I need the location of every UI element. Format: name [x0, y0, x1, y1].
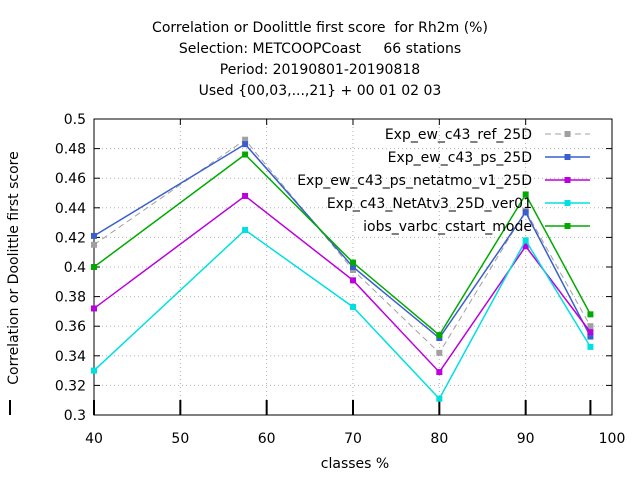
y-tick-label: 0.4 [64, 260, 86, 276]
legend-marker [564, 177, 571, 183]
data-point [522, 191, 529, 198]
y-tick-label: 0.32 [55, 378, 86, 394]
y-tick-label: 0.44 [55, 201, 86, 217]
y-tick-label: 0.38 [55, 290, 86, 306]
series-line-3 [93, 195, 592, 374]
data-point [436, 332, 443, 339]
series-line-4 [93, 229, 592, 400]
legend-label: Exp_c43_NetAtv3_25D_ver01 [327, 196, 532, 212]
data-point [242, 192, 249, 199]
y-tick-label: 0.36 [55, 319, 86, 335]
data-point [242, 141, 249, 148]
data-point [522, 237, 529, 244]
data-point [242, 151, 249, 158]
series-line-1 [93, 139, 591, 354]
data-point [91, 232, 97, 239]
series-line-5 [93, 153, 592, 337]
y-tick-label: 0.48 [55, 142, 86, 158]
y-axis-label: Correlation or Doolittle first score [6, 151, 22, 385]
x-tick-label: 70 [344, 431, 362, 447]
data-point [350, 303, 356, 310]
data-point [436, 349, 443, 356]
legend-marker [564, 154, 571, 160]
x-tick-label: 100 [599, 431, 626, 447]
x-tick-label: 80 [430, 431, 448, 447]
data-point [436, 369, 443, 376]
x-axis-label: classes % [320, 456, 390, 472]
legend-marker [564, 200, 571, 206]
series-line-2 [93, 143, 592, 340]
x-tick-label: 60 [258, 431, 276, 447]
data-point [522, 209, 529, 216]
x-tick-label: 50 [171, 431, 189, 447]
data-point [587, 329, 594, 336]
legend-label: Exp_ew_c43_ps_25D [388, 150, 532, 166]
data-point [91, 264, 97, 270]
data-point [242, 136, 249, 143]
data-point [91, 305, 97, 312]
data-point [522, 243, 529, 250]
legend-label: Exp_ew_c43_ref_25D [385, 127, 532, 143]
data-point [587, 323, 594, 330]
data-point [587, 343, 594, 350]
data-point [587, 333, 594, 340]
data-point [350, 259, 356, 266]
chart-title-line-4: Used {00,03,...,21} + 00 01 02 03 [198, 83, 442, 99]
legend-label: iobs_varbc_cstart_mode [363, 219, 532, 235]
chart-title-line-1: Correlation or Doolittle first score for… [152, 20, 488, 36]
data-point [350, 277, 356, 284]
data-point [91, 241, 97, 248]
data-point [242, 227, 249, 233]
y-tick-label: 0.46 [55, 171, 86, 187]
data-point [350, 264, 356, 270]
data-point [587, 311, 594, 318]
legend-marker [564, 131, 571, 137]
x-tick-label: 40 [85, 431, 103, 447]
legend-label: Exp_ew_c43_ps_netatmo_v1_25D [297, 173, 532, 189]
y-tick-label: 0.42 [55, 230, 86, 246]
y-tick-label: 0.5 [64, 112, 86, 128]
y-tick-label: 0.3 [64, 408, 86, 424]
data-point [436, 395, 443, 402]
data-point [91, 367, 97, 374]
legend-marker [564, 223, 571, 229]
chart-title-line-2: Selection: METCOOPCoast 66 stations [178, 41, 462, 57]
y-tick-label: 0.34 [55, 349, 86, 365]
chart-title-line-3: Period: 20190801-20190818 [219, 62, 421, 78]
x-tick-label: 90 [517, 431, 535, 447]
